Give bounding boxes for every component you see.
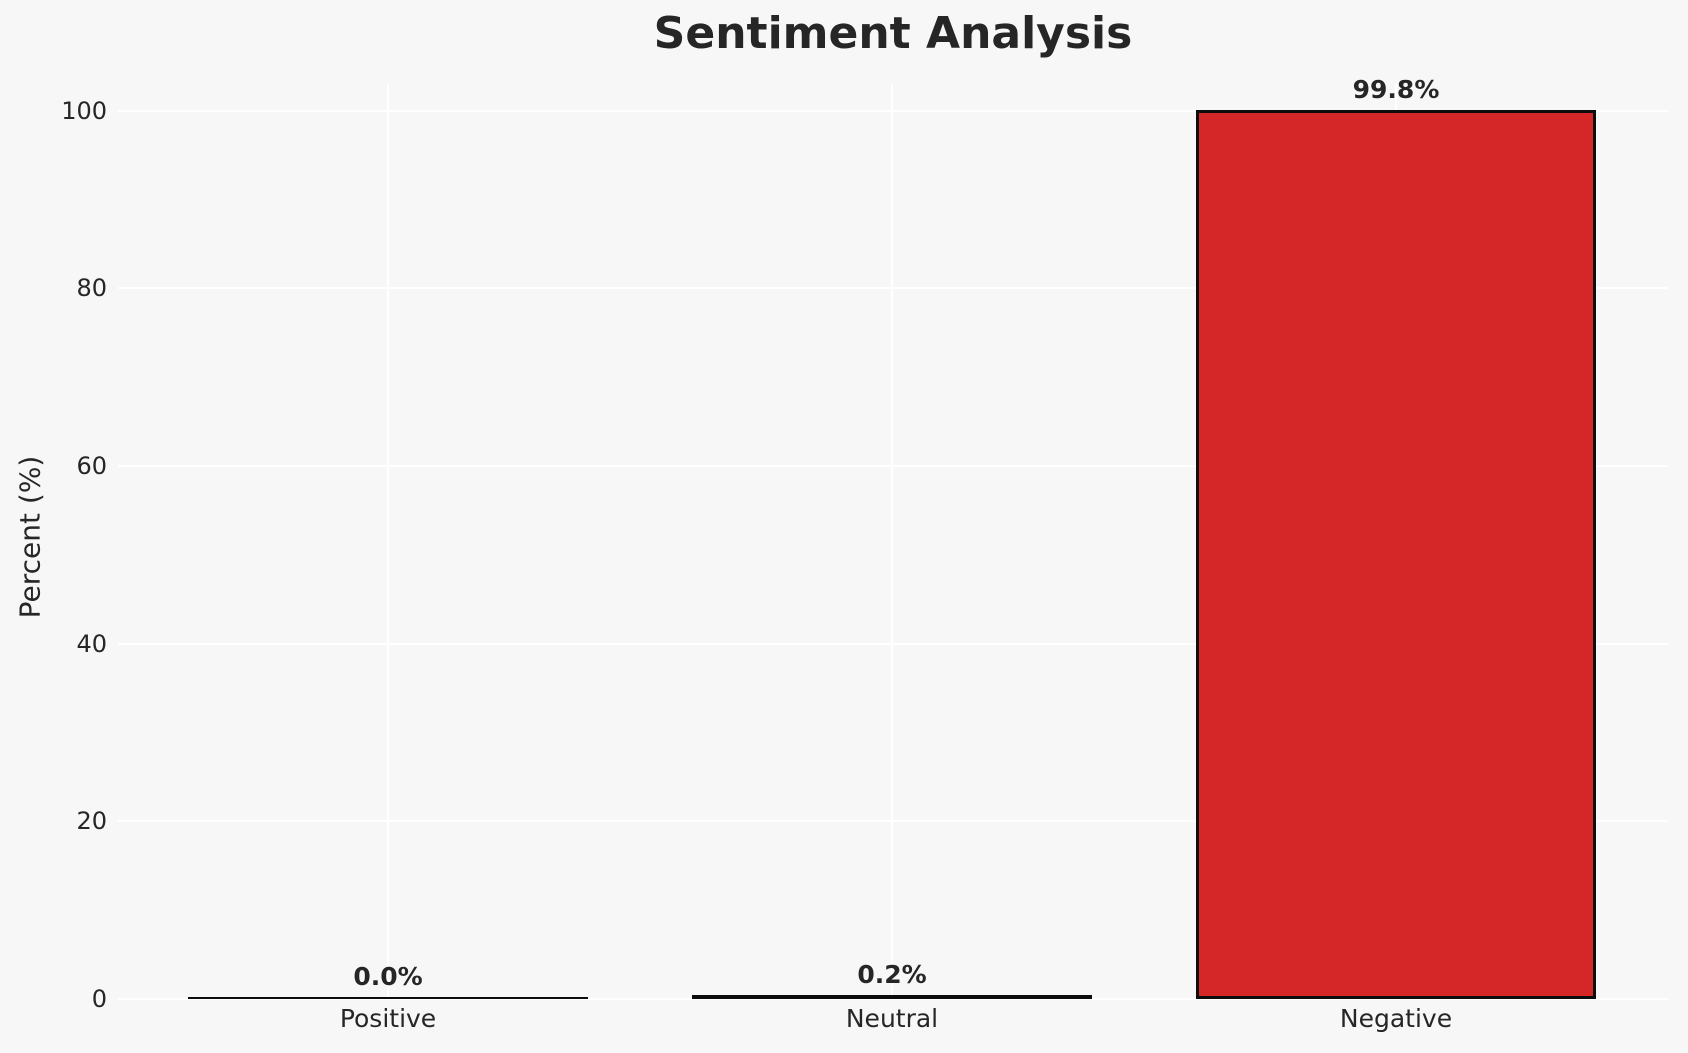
x-tick-label-positive: Positive (339, 1004, 437, 1033)
y-tick-label: 60 (76, 451, 107, 480)
bar-negative (1196, 109, 1596, 999)
y-tick-label: 20 (76, 807, 107, 836)
bar-value-label: 0.2% (857, 959, 927, 989)
y-tick-label: 40 (76, 629, 107, 658)
x-tick-label-negative: Negative (1339, 1004, 1453, 1033)
y-tick-label: 0 (91, 985, 107, 1013)
bar-neutral (692, 994, 1092, 999)
chart-title: Sentiment Analysis (653, 8, 1133, 59)
gridline-horizontal (118, 642, 1668, 645)
bar-value-label: 99.8% (1352, 75, 1440, 105)
gridline-horizontal (118, 820, 1668, 823)
gridline-horizontal (118, 998, 1668, 1000)
y-tick-label: 80 (76, 274, 107, 303)
gridline-vertical (387, 84, 389, 999)
gridline-horizontal (118, 287, 1668, 290)
y-tick-label: 100 (61, 96, 107, 125)
plot-area: 0.0% 0.2% 99.8% (118, 75, 1668, 1000)
bar-value-label: 0.0% (353, 961, 423, 991)
bar-positive (188, 996, 588, 999)
gridline-vertical (891, 84, 893, 999)
gridline-horizontal (118, 109, 1668, 112)
x-tick-label-neutral: Neutral (845, 1004, 939, 1033)
gridline-horizontal (118, 464, 1668, 467)
